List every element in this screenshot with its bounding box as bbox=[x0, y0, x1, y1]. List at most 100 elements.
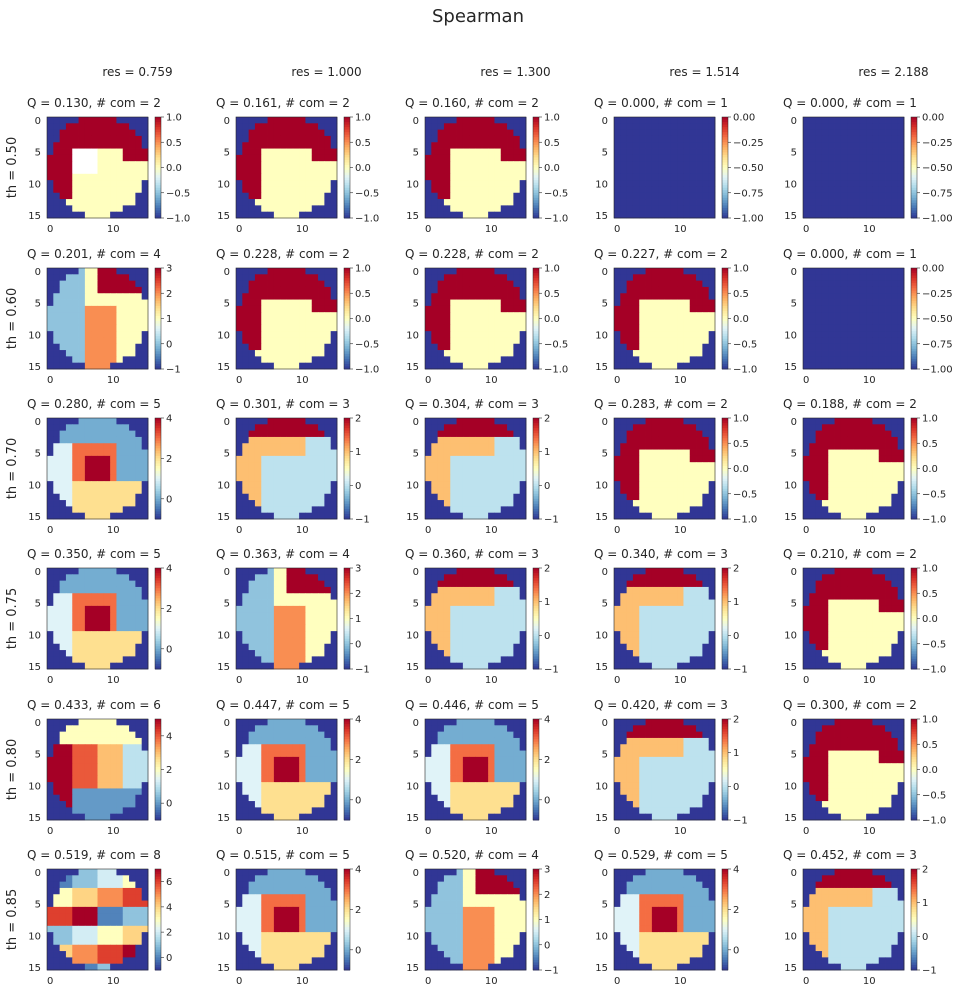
heatmap-cell bbox=[866, 500, 873, 507]
colorbar-segment bbox=[344, 498, 350, 502]
heatmap-cell bbox=[311, 350, 319, 357]
heatmap-cell bbox=[65, 605, 73, 613]
heatmap-cell bbox=[670, 343, 678, 351]
heatmap-cell bbox=[878, 318, 886, 326]
heatmap-cell bbox=[803, 455, 810, 463]
colorbar-segment bbox=[155, 212, 161, 216]
heatmap-cell bbox=[59, 312, 67, 319]
heatmap-cell bbox=[450, 512, 457, 520]
panel-title: Q = 0.161, # com = 2 bbox=[216, 96, 350, 110]
heatmap-cell bbox=[261, 154, 268, 162]
heatmap-cell bbox=[853, 199, 861, 206]
heatmap-cell bbox=[847, 436, 854, 444]
colorbar-segment bbox=[155, 450, 161, 454]
heatmap-cell bbox=[318, 436, 325, 444]
heatmap-cell bbox=[248, 324, 256, 332]
heatmap-cell bbox=[683, 299, 691, 307]
heatmap-cell bbox=[462, 154, 470, 162]
heatmap-cell bbox=[475, 455, 483, 463]
colorbar-tick-label: −1.0 bbox=[733, 515, 757, 526]
heatmap-cell bbox=[803, 356, 810, 364]
heatmap-cell bbox=[821, 154, 829, 162]
heatmap-cell bbox=[425, 148, 432, 156]
heatmap-cell bbox=[78, 148, 86, 156]
heatmap-cell bbox=[267, 324, 275, 332]
heatmap-cell bbox=[897, 173, 905, 181]
colorbar-tick-label: −0.5 bbox=[733, 339, 757, 350]
heatmap-cell bbox=[689, 506, 697, 514]
heatmap-cell bbox=[885, 154, 892, 162]
heatmap-cell bbox=[475, 117, 483, 124]
heatmap-cell bbox=[878, 312, 886, 319]
heatmap-cell bbox=[872, 436, 880, 444]
heatmap-cell bbox=[425, 167, 432, 175]
heatmap-cell bbox=[65, 154, 73, 162]
colorbar-segment bbox=[722, 418, 728, 422]
heatmap-cell bbox=[689, 186, 697, 194]
heatmap-cell bbox=[305, 129, 313, 137]
heatmap-cell bbox=[840, 123, 848, 131]
heatmap-cell bbox=[261, 418, 268, 425]
heatmap-cell bbox=[122, 512, 130, 520]
colorbar-segment bbox=[533, 124, 539, 128]
colorbar-segment bbox=[344, 315, 350, 319]
colorbar-segment bbox=[344, 117, 350, 121]
heatmap-cell bbox=[872, 493, 880, 501]
heatmap-cell bbox=[305, 362, 313, 370]
heatmap-cell bbox=[254, 362, 262, 370]
heatmap-cell bbox=[494, 468, 502, 476]
heatmap-cell bbox=[494, 305, 502, 313]
heatmap-cell bbox=[280, 129, 287, 137]
heatmap-cell bbox=[53, 468, 61, 476]
heatmap-cell bbox=[614, 468, 621, 476]
heatmap-cell bbox=[488, 424, 495, 432]
heatmap-cell bbox=[488, 148, 495, 156]
heatmap-cell bbox=[639, 343, 646, 351]
heatmap-cell bbox=[859, 493, 867, 501]
heatmap-cell bbox=[437, 424, 445, 432]
heatmap-cell bbox=[103, 299, 111, 307]
heatmap-cell bbox=[891, 506, 899, 514]
colorbar-segment bbox=[911, 501, 917, 505]
heatmap-cell bbox=[65, 173, 73, 181]
heatmap-cell bbox=[469, 455, 476, 463]
heatmap-cell bbox=[437, 199, 445, 206]
heatmap-cell bbox=[677, 117, 684, 124]
heatmap-cell bbox=[494, 481, 502, 488]
heatmap-cell bbox=[519, 148, 527, 156]
heatmap-cell bbox=[620, 474, 628, 482]
heatmap-cell bbox=[708, 274, 716, 282]
heatmap-cell bbox=[658, 487, 665, 495]
heatmap-cell bbox=[859, 362, 867, 370]
heatmap-cell bbox=[702, 142, 710, 149]
heatmap-cell bbox=[47, 154, 54, 162]
heatmap-cell bbox=[620, 481, 628, 488]
heatmap-cell bbox=[103, 211, 111, 219]
heatmap-cell bbox=[872, 180, 880, 187]
heatmap-cell bbox=[670, 161, 678, 168]
heatmap-cell bbox=[689, 436, 697, 444]
heatmap-cell bbox=[469, 424, 476, 432]
heatmap-cell bbox=[122, 173, 130, 181]
heatmap-cell bbox=[462, 337, 470, 345]
heatmap-cell bbox=[507, 148, 514, 156]
heatmap-cell bbox=[129, 612, 136, 619]
heatmap-cell bbox=[53, 299, 61, 307]
colorbar-segment bbox=[722, 134, 728, 138]
heatmap-cell bbox=[116, 186, 124, 194]
heatmap-cell bbox=[462, 343, 470, 351]
colorbar-segment bbox=[155, 298, 161, 302]
heatmap-cell bbox=[242, 337, 250, 345]
heatmap-cell bbox=[141, 468, 149, 476]
heatmap-cell bbox=[658, 299, 665, 307]
heatmap-cell bbox=[897, 192, 905, 200]
heatmap-cell bbox=[72, 337, 79, 345]
heatmap-cell bbox=[242, 186, 250, 194]
heatmap-cell bbox=[242, 324, 250, 332]
y-tick-label: 5 bbox=[35, 449, 41, 460]
heatmap-cell bbox=[834, 362, 842, 370]
colorbar-segment bbox=[533, 278, 539, 282]
heatmap-cell bbox=[866, 430, 873, 438]
heatmap-cell bbox=[853, 350, 861, 357]
heatmap-cell bbox=[286, 449, 294, 457]
